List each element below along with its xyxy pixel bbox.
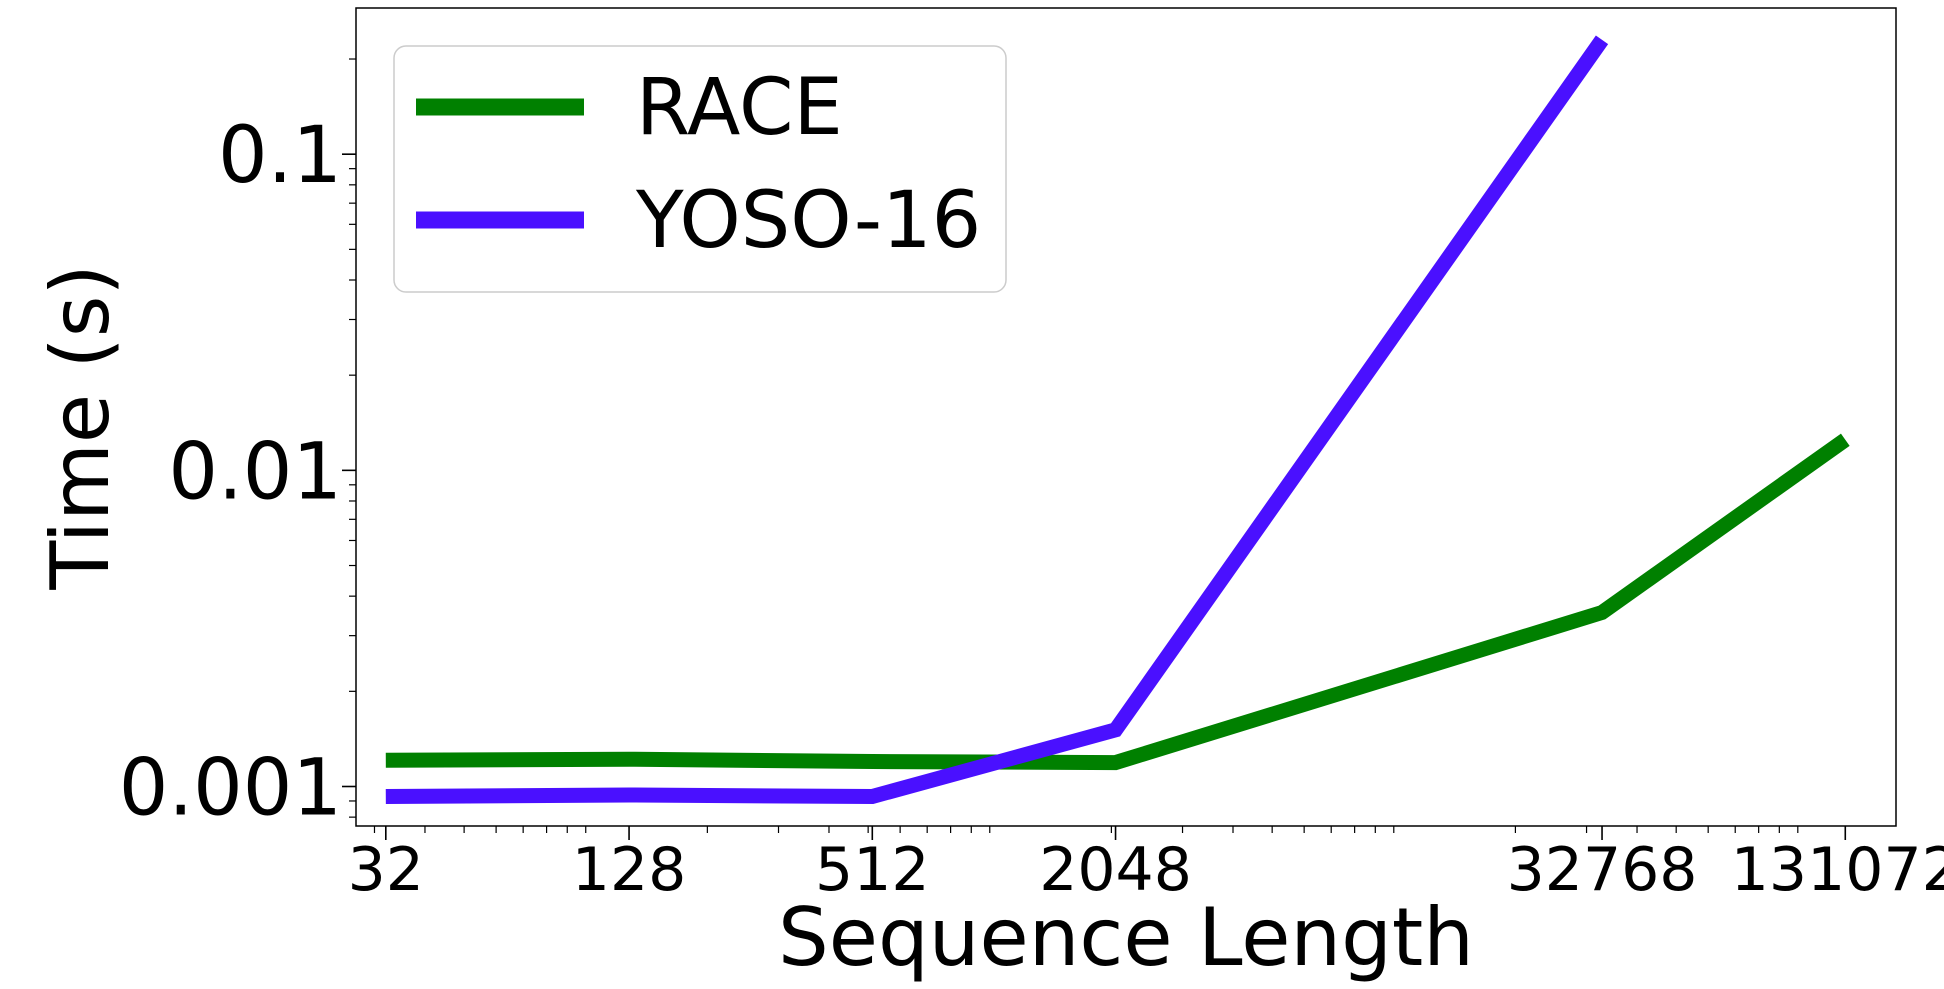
series-line-race [385, 433, 1850, 771]
plot-frame [355, 7, 1897, 827]
series-layer [385, 35, 1850, 805]
y-axis-label: Time (s) [34, 264, 127, 590]
legend-label: YOSO-16 [635, 176, 981, 266]
tick-labels: 0.001 0.01 0.1 32 128 512 2048 32768 131072 [119, 111, 1944, 905]
x-tick-label: 2048 [1039, 835, 1192, 905]
series-line-yoso-16 [385, 35, 1609, 805]
x-tick-label: 128 [572, 835, 687, 905]
major-ticks [342, 153, 1847, 840]
y-tick-label: 0.1 [218, 111, 342, 201]
x-tick-label: 512 [815, 835, 930, 905]
x-tick-label: 131072 [1731, 835, 1944, 905]
legend: RACE YOSO-16 [393, 45, 1007, 293]
legend-label: RACE [636, 63, 843, 153]
y-tick-label: 0.001 [119, 743, 342, 833]
x-tick-label: 32768 [1507, 835, 1698, 905]
x-tick-label: 32 [348, 835, 424, 905]
y-tick-label: 0.01 [168, 427, 342, 517]
x-axis-label: Sequence Length [778, 891, 1474, 984]
minor-ticks [349, 58, 1799, 833]
